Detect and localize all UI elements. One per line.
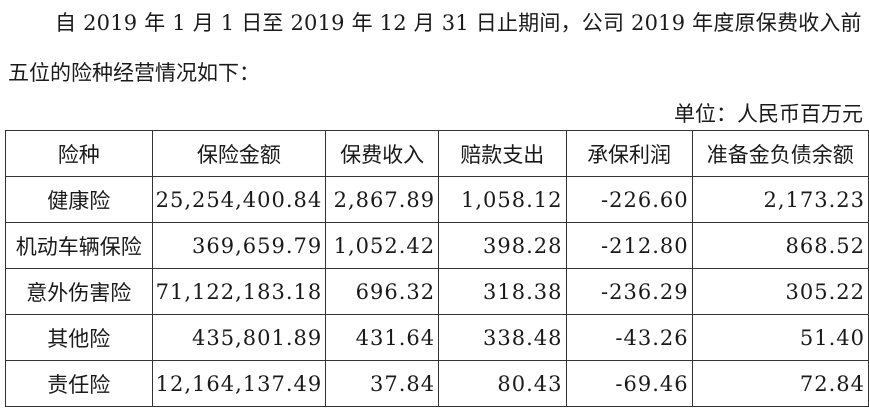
cell-underwriting-profit: -236.29: [565, 268, 693, 315]
header-premium-income: 保费收入: [325, 130, 440, 177]
cell-claims-paid: 80.43: [438, 360, 567, 407]
cell-reserve-liability: 305.22: [691, 268, 869, 315]
cell-premium-income: 2,867.89: [325, 176, 440, 223]
table-row: 责任险 12,164,137.49 37.84 80.43 -69.46 72.…: [5, 360, 869, 407]
table-row: 机动车辆保险 369,659.79 1,052.42 398.28 -212.8…: [5, 222, 869, 269]
header-underwriting-profit: 承保利润: [565, 130, 693, 177]
cell-insurance-type: 责任险: [5, 360, 153, 407]
header-insurance-type: 险种: [5, 130, 153, 177]
cell-insurance-type: 意外伤害险: [5, 268, 153, 315]
insurance-lines-table: 险种 保险金额 保费收入 赔款支出 承保利润 准备金负债余额 健康险 25,25…: [5, 130, 869, 407]
table-header-row: 险种 保险金额 保费收入 赔款支出 承保利润 准备金负债余额: [5, 130, 869, 177]
header-reserve-liability: 准备金负债余额: [691, 130, 869, 177]
table-row: 其他险 435,801.89 431.64 338.48 -43.26 51.4…: [5, 314, 869, 361]
cell-reserve-liability: 2,173.23: [691, 176, 869, 223]
cell-claims-paid: 318.38: [438, 268, 567, 315]
cell-underwriting-profit: -212.80: [565, 222, 693, 269]
cell-sum-insured: 12,164,137.49: [151, 360, 327, 407]
intro-paragraph-line-2: 五位的险种经营情况如下：: [8, 61, 260, 85]
cell-premium-income: 37.84: [325, 360, 440, 407]
cell-premium-income: 1,052.42: [325, 222, 440, 269]
intro-paragraph-line-1: 自 2019 年 1 月 1 日至 2019 年 12 月 31 日止期间，公司…: [55, 11, 862, 35]
cell-insurance-type: 健康险: [5, 176, 153, 223]
cell-sum-insured: 25,254,400.84: [151, 176, 327, 223]
cell-claims-paid: 398.28: [438, 222, 567, 269]
cell-underwriting-profit: -69.46: [565, 360, 693, 407]
unit-label: 单位：人民币百万元: [674, 102, 863, 126]
cell-premium-income: 696.32: [325, 268, 440, 315]
cell-insurance-type: 其他险: [5, 314, 153, 361]
cell-reserve-liability: 868.52: [691, 222, 869, 269]
cell-sum-insured: 71,122,183.18: [151, 268, 327, 315]
header-claims-paid: 赔款支出: [438, 130, 567, 177]
table-row: 意外伤害险 71,122,183.18 696.32 318.38 -236.2…: [5, 268, 869, 315]
cell-claims-paid: 338.48: [438, 314, 567, 361]
cell-sum-insured: 369,659.79: [151, 222, 327, 269]
table-row: 健康险 25,254,400.84 2,867.89 1,058.12 -226…: [5, 176, 869, 223]
cell-insurance-type: 机动车辆保险: [5, 222, 153, 269]
cell-reserve-liability: 51.40: [691, 314, 869, 361]
header-sum-insured: 保险金额: [151, 130, 327, 177]
cell-underwriting-profit: -43.26: [565, 314, 693, 361]
cell-sum-insured: 435,801.89: [151, 314, 327, 361]
cell-claims-paid: 1,058.12: [438, 176, 567, 223]
cell-reserve-liability: 72.84: [691, 360, 869, 407]
cell-underwriting-profit: -226.60: [565, 176, 693, 223]
cell-premium-income: 431.64: [325, 314, 440, 361]
